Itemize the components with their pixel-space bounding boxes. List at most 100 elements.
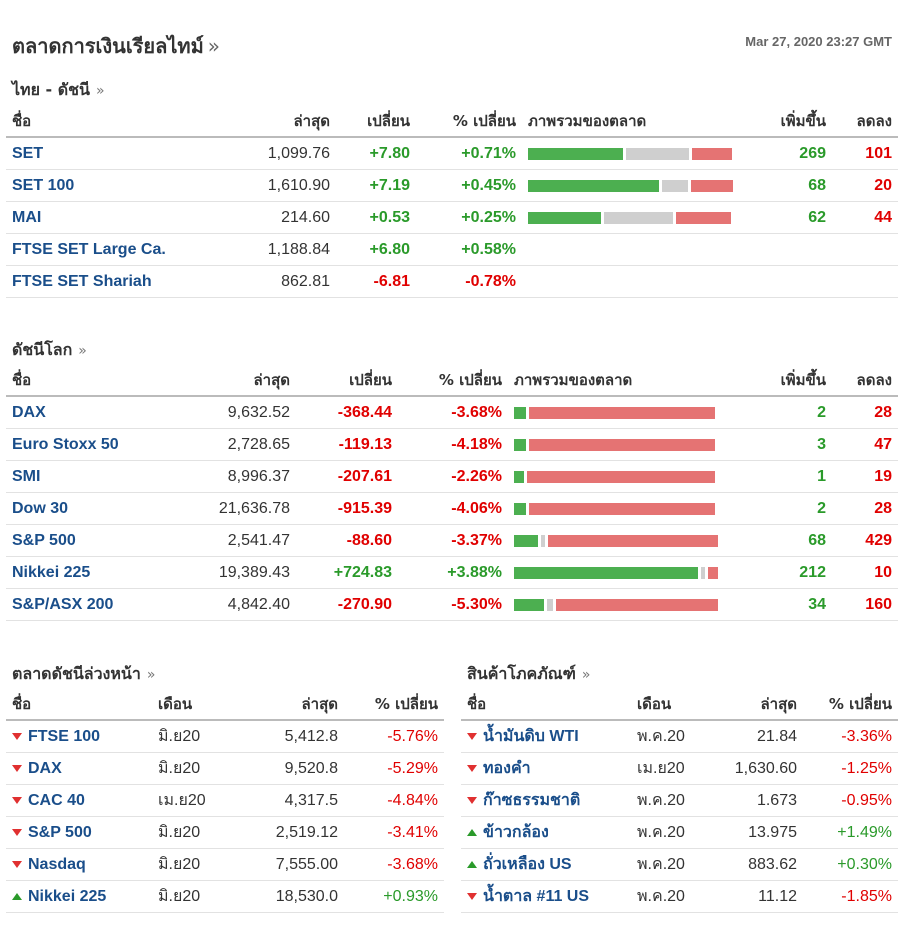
world-section-arrow[interactable]: » xyxy=(78,343,87,359)
table-row[interactable]: DAX มิ.ย20 9,520.8 -5.29% xyxy=(6,752,444,785)
index-name-link[interactable]: S&P 500 xyxy=(12,532,76,549)
page-title-text[interactable]: ตลาดการเงินเรียลไทม์ xyxy=(12,34,204,58)
page-title-arrow[interactable]: » xyxy=(207,34,221,58)
index-name-link[interactable]: Dow 30 xyxy=(12,500,69,517)
table-row[interactable]: Nikkei 225 19,389.43 +724.83 +3.88% 212 10 xyxy=(6,556,898,589)
index-name-link[interactable]: FTSE SET Shariah xyxy=(12,273,152,290)
table-row[interactable]: CAC 40 เม.ย20 4,317.5 -4.84% xyxy=(6,784,444,817)
instrument-name-link[interactable]: S&P 500 xyxy=(28,824,92,841)
index-name-link[interactable]: SMI xyxy=(12,468,41,485)
market-breadth-bar xyxy=(514,406,732,419)
instrument-name-cell: น้ำตาล #11 US xyxy=(461,880,631,913)
instrument-name-link[interactable]: FTSE 100 xyxy=(28,728,101,745)
instrument-name-link[interactable]: น้ำมันดิบ WTI xyxy=(483,728,579,745)
commodities-section-title[interactable]: สินค้าโภคภัณฑ์ » xyxy=(467,662,590,687)
thai-section-title-text[interactable]: ไทย - ดัชนี xyxy=(12,80,90,99)
table-row[interactable]: Dow 30 21,636.78 -915.39 -4.06% 2 28 xyxy=(6,492,898,525)
instrument-name-link[interactable]: น้ำตาล #11 US xyxy=(483,888,590,905)
thai-section-arrow[interactable]: » xyxy=(95,83,105,99)
index-name-link[interactable]: Nikkei 225 xyxy=(12,564,91,581)
index-name-cell: SET xyxy=(6,137,186,170)
change-value: +7.80 xyxy=(336,137,416,170)
table-row[interactable]: Nasdaq มิ.ย20 7,555.00 -3.68% xyxy=(6,848,444,881)
commodities-section-title-text[interactable]: สินค้าโภคภัณฑ์ xyxy=(467,664,576,683)
arrow-up-icon xyxy=(467,861,477,868)
market-breadth-cell xyxy=(522,265,742,298)
contract-month: เม.ย20 xyxy=(152,784,252,817)
thai-section-title[interactable]: ไทย - ดัชนี » xyxy=(12,78,105,103)
column-header: % เปลี่ยน xyxy=(803,689,898,721)
instrument-name-link[interactable]: CAC 40 xyxy=(28,792,85,809)
table-row[interactable]: FTSE 100 มิ.ย20 5,412.8 -5.76% xyxy=(6,720,444,753)
table-row[interactable]: S&P/ASX 200 4,842.40 -270.90 -5.30% 34 160 xyxy=(6,588,898,621)
futures-section-title[interactable]: ตลาดดัชนีล่วงหน้า » xyxy=(12,662,155,687)
table-row[interactable]: MAI 214.60 +0.53 +0.25% 62 44 xyxy=(6,201,898,234)
decliners-segment xyxy=(529,406,715,419)
decliners-segment xyxy=(676,211,731,224)
advancers-count: 62 xyxy=(742,201,832,234)
percent-change: -5.30% xyxy=(398,588,508,621)
instrument-name-link[interactable]: ข้าวกล้อง xyxy=(483,824,549,841)
index-name-link[interactable]: DAX xyxy=(12,404,46,421)
advancers-count: 212 xyxy=(738,556,832,589)
table-row[interactable]: DAX 9,632.52 -368.44 -3.68% 2 28 xyxy=(6,396,898,429)
column-header: % เปลี่ยน xyxy=(344,689,444,721)
table-row[interactable]: น้ำตาล #11 US พ.ค.20 11.12 -1.85% xyxy=(461,880,898,913)
advancers-segment xyxy=(514,566,698,579)
contract-month: พ.ค.20 xyxy=(631,816,723,849)
percent-change: -0.95% xyxy=(803,784,898,817)
index-name-cell: S&P 500 xyxy=(6,524,156,557)
index-name-link[interactable]: S&P/ASX 200 xyxy=(12,596,114,613)
index-name-cell: FTSE SET Large Ca. xyxy=(6,233,186,266)
table-row[interactable]: FTSE SET Large Ca. 1,188.84 +6.80 +0.58% xyxy=(6,233,898,266)
column-header: ล่าสุด xyxy=(156,365,296,397)
instrument-name-link[interactable]: Nasdaq xyxy=(28,856,86,873)
futures-section-title-text[interactable]: ตลาดดัชนีล่วงหน้า xyxy=(12,664,141,683)
table-row[interactable]: SET 100 1,610.90 +7.19 +0.45% 68 20 xyxy=(6,169,898,202)
arrow-down-icon xyxy=(467,893,477,900)
instrument-name-link[interactable]: ถั่วเหลือง US xyxy=(483,856,572,873)
market-breadth-cell xyxy=(508,396,738,429)
world-section-title-text[interactable]: ดัชนีโลก xyxy=(12,340,73,359)
table-row[interactable]: Euro Stoxx 50 2,728.65 -119.13 -4.18% 3 47 xyxy=(6,428,898,461)
percent-change: -5.76% xyxy=(344,720,444,753)
change-value: -368.44 xyxy=(296,396,398,429)
instrument-name-link[interactable]: ก๊าซธรรมชาติ xyxy=(483,792,581,809)
commodities-section-arrow[interactable]: » xyxy=(581,667,591,683)
advancers-segment xyxy=(514,502,526,515)
table-row[interactable]: SET 1,099.76 +7.80 +0.71% 269 101 xyxy=(6,137,898,170)
index-name-link[interactable]: SET 100 xyxy=(12,177,75,194)
last-value: 1,610.90 xyxy=(186,169,336,202)
contract-month: พ.ค.20 xyxy=(631,720,723,753)
futures-section-arrow[interactable]: » xyxy=(146,667,156,683)
column-header: เพิ่มขึ้น xyxy=(742,106,832,138)
world-section-title[interactable]: ดัชนีโลก » xyxy=(12,338,87,363)
table-row[interactable]: S&P 500 2,541.47 -88.60 -3.37% 68 429 xyxy=(6,524,898,557)
table-row[interactable]: ทองคำ เม.ย20 1,630.60 -1.25% xyxy=(461,752,898,785)
index-name-link[interactable]: SET xyxy=(12,145,44,162)
index-name-link[interactable]: Euro Stoxx 50 xyxy=(12,436,119,453)
table-row[interactable]: น้ำมันดิบ WTI พ.ค.20 21.84 -3.36% xyxy=(461,720,898,753)
percent-change: +1.49% xyxy=(803,816,898,849)
instrument-name-link[interactable]: DAX xyxy=(28,760,62,777)
table-row[interactable]: Nikkei 225 มิ.ย20 18,530.0 +0.93% xyxy=(6,880,444,913)
table-row[interactable]: ถั่วเหลือง US พ.ค.20 883.62 +0.30% xyxy=(461,848,898,881)
percent-change: -3.68% xyxy=(398,396,508,429)
contract-month: พ.ค.20 xyxy=(631,880,723,913)
decliners-segment xyxy=(548,534,718,547)
page-title[interactable]: ตลาดการเงินเรียลไทม์» xyxy=(12,30,220,62)
column-header: ล่าสุด xyxy=(252,689,344,721)
table-row[interactable]: FTSE SET Shariah 862.81 -6.81 -0.78% xyxy=(6,265,898,298)
last-value: 11.12 xyxy=(723,880,803,913)
table-row[interactable]: ก๊าซธรรมชาติ พ.ค.20 1.673 -0.95% xyxy=(461,784,898,817)
column-header: เดือน xyxy=(152,689,252,721)
instrument-name-link[interactable]: ทองคำ xyxy=(483,760,531,777)
decliners-segment xyxy=(692,147,732,160)
index-name-link[interactable]: FTSE SET Large Ca. xyxy=(12,241,166,258)
table-row[interactable]: ข้าวกล้อง พ.ค.20 13.975 +1.49% xyxy=(461,816,898,849)
table-row[interactable]: S&P 500 มิ.ย20 2,519.12 -3.41% xyxy=(6,816,444,849)
index-name-link[interactable]: MAI xyxy=(12,209,42,226)
instrument-name-link[interactable]: Nikkei 225 xyxy=(28,888,107,905)
table-row[interactable]: SMI 8,996.37 -207.61 -2.26% 1 19 xyxy=(6,460,898,493)
